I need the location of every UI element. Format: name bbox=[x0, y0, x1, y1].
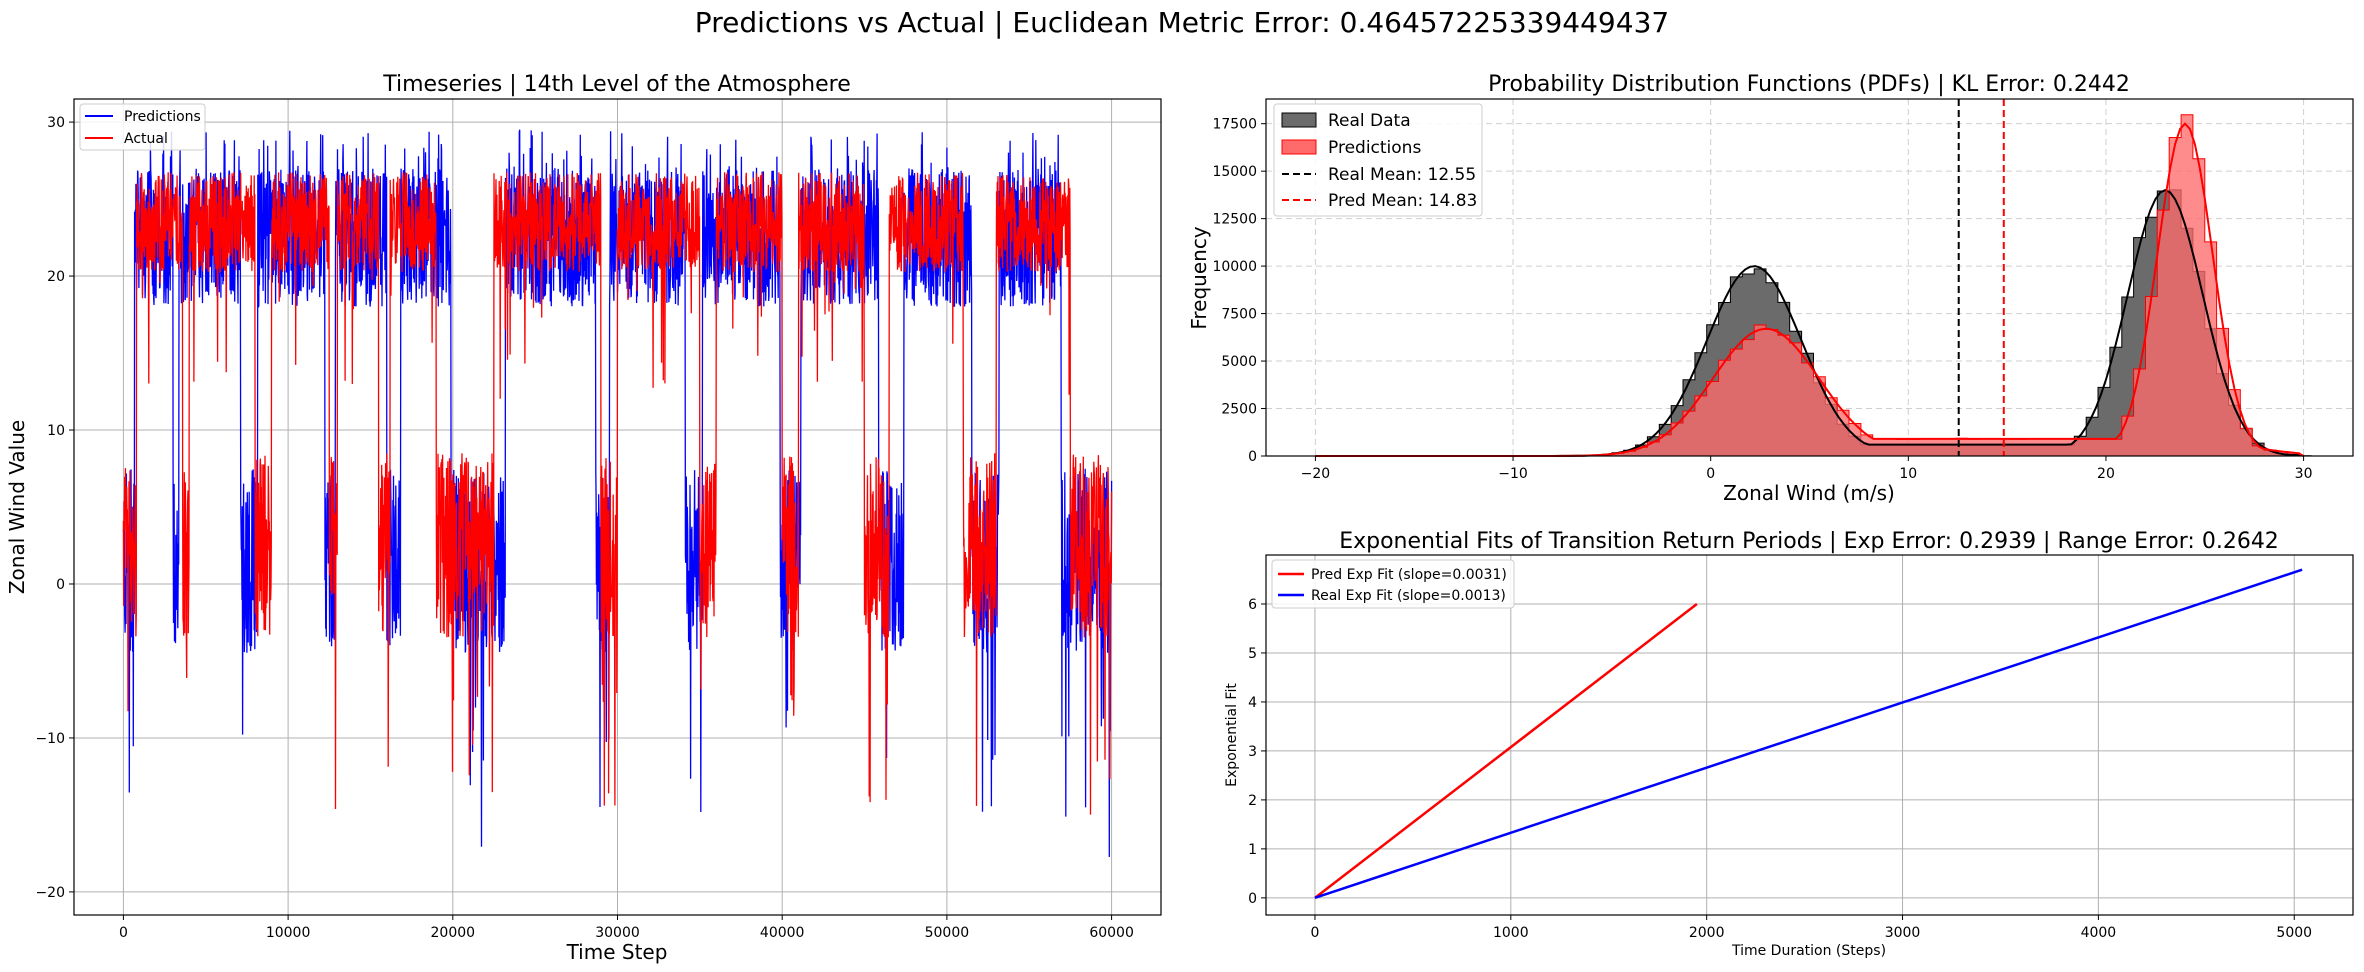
x-tick-label: 30000 bbox=[595, 925, 640, 941]
timeseries-title: Timeseries | 14th Level of the Atmospher… bbox=[382, 72, 851, 97]
pdf-panel: Probability Distribution Functions (PDFs… bbox=[1187, 72, 2354, 505]
pdf-legend-box bbox=[1273, 103, 1483, 217]
y-tick-label: 0 bbox=[56, 577, 65, 593]
pdf-title: Probability Distribution Functions (PDFs… bbox=[1488, 72, 2130, 97]
expfit-grid bbox=[1266, 555, 2353, 915]
x-tick-label: 2000 bbox=[1689, 925, 1725, 941]
x-tick-label: 30 bbox=[2295, 466, 2313, 482]
legend-actual-label: Actual bbox=[124, 131, 168, 147]
x-tick-label: 50000 bbox=[925, 925, 970, 941]
real-exp-fit-line bbox=[1314, 568, 2303, 900]
y-tick-label: −20 bbox=[35, 885, 65, 901]
legend-predictions-hist-label: Predictions bbox=[1328, 138, 1421, 158]
x-tick-label: 1000 bbox=[1493, 925, 1529, 941]
y-tick-label: −10 bbox=[35, 731, 65, 747]
x-tick-label: 0 bbox=[119, 925, 128, 941]
expfit-xlabel: Time Duration (Steps) bbox=[1731, 943, 1886, 959]
expfit-legend-box bbox=[1271, 559, 1515, 609]
y-tick-label: 30 bbox=[47, 115, 65, 131]
y-tick-label: 17500 bbox=[1212, 117, 1257, 133]
legend-real-exp-label: Real Exp Fit (slope=0.0013) bbox=[1311, 588, 1506, 604]
legend-pred-mean-label: Pred Mean: 14.83 bbox=[1328, 191, 1477, 211]
y-tick-label: 6 bbox=[1248, 597, 1257, 613]
timeseries-legend: Predictions Actual bbox=[79, 103, 206, 151]
expfit-ylabel: Exponential Fit bbox=[1224, 683, 1240, 787]
y-tick-label: 2500 bbox=[1221, 402, 1257, 418]
x-tick-label: 20000 bbox=[431, 925, 476, 941]
pdf-xlabel: Zonal Wind (m/s) bbox=[1723, 481, 1895, 505]
x-tick-label: −10 bbox=[1498, 466, 1528, 482]
y-tick-label: 5000 bbox=[1221, 354, 1257, 370]
pdf-ylabel: Frequency bbox=[1187, 226, 1211, 329]
x-tick-label: 4000 bbox=[2081, 925, 2117, 941]
legend-predictions-label: Predictions bbox=[124, 109, 201, 125]
x-tick-label: −20 bbox=[1301, 466, 1331, 482]
y-tick-label: 0 bbox=[1248, 891, 1257, 907]
y-tick-label: 4 bbox=[1248, 695, 1257, 711]
y-tick-label: 3 bbox=[1248, 744, 1257, 760]
timeseries-ticks: 0 10000 20000 30000 40000 50000 60000 −20 −10 0 10… bbox=[35, 115, 1133, 941]
pred-exp-fit-line bbox=[1314, 602, 1698, 899]
figure-suptitle: Predictions vs Actual | Euclidean Metric… bbox=[695, 6, 1669, 39]
timeseries-xlabel: Time Step bbox=[566, 940, 668, 964]
legend-pred-exp-label: Pred Exp Fit (slope=0.0031) bbox=[1311, 567, 1507, 583]
y-tick-label: 2 bbox=[1248, 793, 1257, 809]
expfit-axes-frame bbox=[1265, 554, 2354, 916]
timeseries-data bbox=[122, 129, 1113, 858]
expfit-data bbox=[1314, 568, 2303, 900]
x-tick-label: 20 bbox=[2097, 466, 2115, 482]
x-tick-label: 0 bbox=[1706, 466, 1715, 482]
x-tick-label: 3000 bbox=[1885, 925, 1921, 941]
legend-real-data-label: Real Data bbox=[1328, 111, 1411, 131]
legend-real-mean-label: Real Mean: 12.55 bbox=[1328, 165, 1476, 185]
legend-predictions-hist-swatch bbox=[1281, 139, 1317, 155]
y-tick-label: 20 bbox=[47, 269, 65, 285]
expfit-legend: Pred Exp Fit (slope=0.0031) Real Exp Fit… bbox=[1271, 559, 1515, 609]
timeseries-panel: Timeseries | 14th Level of the Atmospher… bbox=[5, 72, 1162, 964]
y-tick-label: 15000 bbox=[1212, 164, 1257, 180]
legend-real-data-swatch bbox=[1281, 112, 1317, 128]
y-tick-label: 5 bbox=[1248, 646, 1257, 662]
timeseries-ylabel: Zonal Wind Value bbox=[5, 420, 29, 594]
pdf-axes-frame bbox=[1265, 98, 2354, 457]
y-tick-label: 7500 bbox=[1221, 307, 1257, 323]
expfit-ticks: 0 1000 2000 3000 4000 5000 0 1 2 3 4 5 6 bbox=[1248, 597, 2312, 941]
x-tick-label: 60000 bbox=[1089, 925, 1134, 941]
x-tick-label: 40000 bbox=[760, 925, 805, 941]
pdf-legend: Real Data Predictions Real Mean: 12.55 P… bbox=[1273, 103, 1483, 217]
x-tick-label: 5000 bbox=[2276, 925, 2312, 941]
y-tick-label: 12500 bbox=[1212, 212, 1257, 228]
pdf-ticks: −20 −10 0 10 20 30 0 2500 5000 7500 10000 12500 1500… bbox=[1212, 117, 2312, 482]
y-tick-label: 0 bbox=[1248, 449, 1257, 465]
x-tick-label: 0 bbox=[1311, 925, 1320, 941]
x-tick-label: 10000 bbox=[266, 925, 311, 941]
expfit-panel: Exponential Fits of Transition Return Pe… bbox=[1224, 529, 2354, 959]
y-tick-label: 10000 bbox=[1212, 259, 1257, 275]
x-tick-label: 10 bbox=[1899, 466, 1917, 482]
series-actual-line bbox=[122, 172, 1113, 815]
expfit-title: Exponential Fits of Transition Return Pe… bbox=[1339, 529, 2279, 554]
y-tick-label: 10 bbox=[47, 423, 65, 439]
y-tick-label: 1 bbox=[1248, 842, 1257, 858]
